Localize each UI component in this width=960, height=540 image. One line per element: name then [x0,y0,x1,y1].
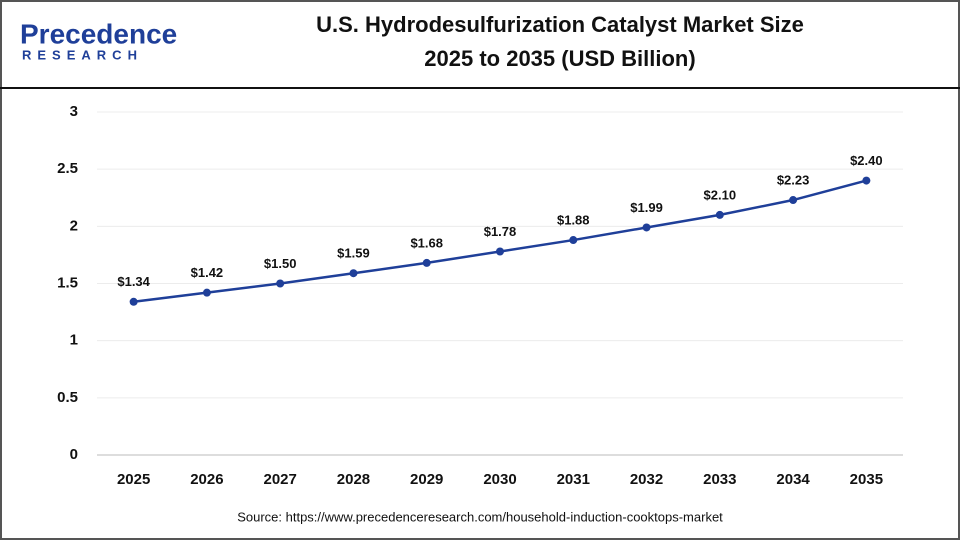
point [569,236,578,245]
y-tick-label: 1.5 [57,274,78,291]
x-tick-label: 2034 [776,471,810,488]
point [496,247,504,256]
x-tick-label: 2025 [117,471,150,488]
point [202,288,211,297]
y-tick-label: 0 [70,446,78,463]
data-label: $2.10 [704,187,737,202]
point [862,176,871,185]
data-label: $1.34 [117,274,150,289]
point [642,223,651,232]
brand-name: Precedence [20,18,177,49]
x-tick-label: 2030 [483,471,516,488]
point [422,258,431,267]
point [349,269,358,278]
data-label: $1.78 [484,224,517,239]
data-label: $1.42 [191,265,224,280]
y-tick-label: 3 [70,103,78,120]
x-tick-label: 2028 [337,471,370,488]
y-tick-label: 0.5 [57,389,78,406]
data-label: $1.59 [337,246,370,261]
chart-title: U.S. Hydrodesulfurization Catalyst Marke… [316,12,804,37]
source: Source: https://www.precedenceresearch.c… [237,509,723,524]
brand-tagline: RESEARCH [22,47,143,62]
x-tick-label: 2027 [263,471,296,488]
point [715,210,724,219]
x-tick-label: 2032 [630,471,663,488]
data-label: $1.68 [410,235,443,250]
x-tick-label: 2029 [410,471,443,488]
data-label: $2.40 [850,153,883,168]
logo: Precedence RESEARCH [20,18,177,62]
y-tick-label: 1 [70,332,78,349]
point [129,297,138,306]
x-tick-label: 2033 [703,471,736,488]
data-label: $2.23 [777,172,810,187]
y-tick-label: 2.5 [57,160,78,177]
point [276,279,285,288]
data-label: $1.99 [630,200,663,215]
data-label: $1.88 [557,212,590,227]
y-tick-label: 2 [70,217,78,234]
x-tick-label: 2026 [190,471,223,488]
point [789,196,798,205]
chart-title: 2025 to 2035 (USD Billion) [424,46,695,71]
x-tick-label: 2035 [850,471,883,488]
data-label: $1.50 [264,256,297,271]
x-tick-label: 2031 [557,471,590,488]
